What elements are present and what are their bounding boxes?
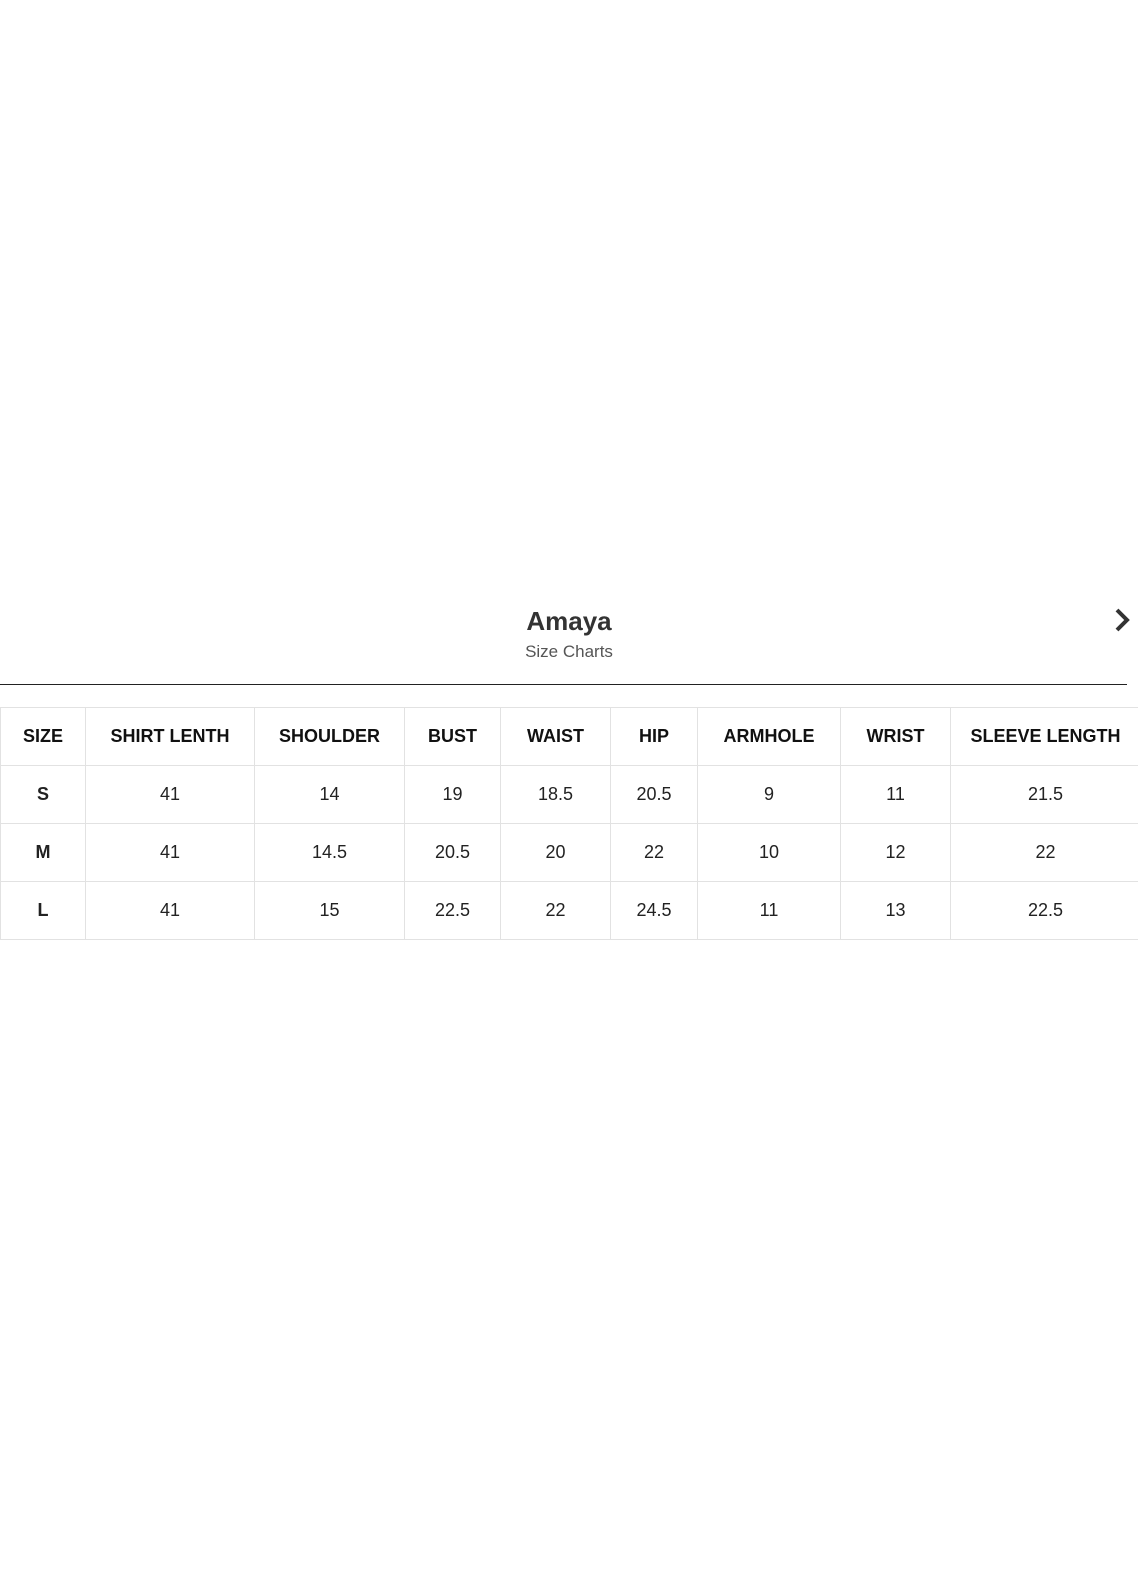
- measurement-cell: 22: [500, 881, 611, 940]
- table-row: S 41 14 19 18.5 20.5 9 11 21.5: [0, 765, 1138, 824]
- measurement-cell: 20: [500, 823, 611, 882]
- table-row: M 41 14.5 20.5 20 22 10 12 22: [0, 823, 1138, 882]
- measurement-cell: 12: [840, 823, 951, 882]
- column-header: SHOULDER: [254, 707, 405, 766]
- product-title: Amaya: [526, 606, 612, 636]
- column-header: HIP: [610, 707, 698, 766]
- measurement-cell: 24.5: [610, 881, 698, 940]
- measurement-cell: 22: [610, 823, 698, 882]
- measurement-cell: 11: [840, 765, 951, 824]
- column-header: SIZE: [0, 707, 86, 766]
- table-row: L 41 15 22.5 22 24.5 11 13 22.5: [0, 881, 1138, 940]
- column-header: BUST: [404, 707, 501, 766]
- column-header: SHIRT LENTH: [85, 707, 255, 766]
- measurement-cell: 14: [254, 765, 405, 824]
- measurement-cell: 41: [85, 823, 255, 882]
- column-header: SLEEVE LENGTH: [950, 707, 1138, 766]
- measurement-cell: 22: [950, 823, 1138, 882]
- measurement-cell: 41: [85, 881, 255, 940]
- size-cell: L: [0, 881, 86, 940]
- close-icon[interactable]: [1110, 606, 1138, 636]
- measurement-cell: 22.5: [404, 881, 501, 940]
- size-cell: S: [0, 765, 86, 824]
- measurement-cell: 10: [697, 823, 841, 882]
- header-row: SIZE SHIRT LENTH SHOULDER BUST WAIST HIP ARMHO…: [0, 707, 1138, 766]
- measurement-cell: 20.5: [404, 823, 501, 882]
- measurement-cell: 21.5: [950, 765, 1138, 824]
- size-chart-header: Amaya Size Charts: [0, 600, 1130, 685]
- subtitle: Size Charts: [525, 642, 613, 661]
- measurement-cell: 22.5: [950, 881, 1138, 940]
- measurement-cell: 14.5: [254, 823, 405, 882]
- measurement-cell: 13: [840, 881, 951, 940]
- column-header: WAIST: [500, 707, 611, 766]
- measurement-cell: 19: [404, 765, 501, 824]
- size-chart-table: SIZE SHIRT LENTH SHOULDER BUST WAIST HIP ARMHO…: [0, 707, 1138, 940]
- measurement-cell: 15: [254, 881, 405, 940]
- measurement-cell: 18.5: [500, 765, 611, 824]
- size-cell: M: [0, 823, 86, 882]
- measurement-cell: 11: [697, 881, 841, 940]
- measurement-cell: 20.5: [610, 765, 698, 824]
- column-header: ARMHOLE: [697, 707, 841, 766]
- column-header: WRIST: [840, 707, 951, 766]
- measurement-cell: 9: [697, 765, 841, 824]
- measurement-cell: 41: [85, 765, 255, 824]
